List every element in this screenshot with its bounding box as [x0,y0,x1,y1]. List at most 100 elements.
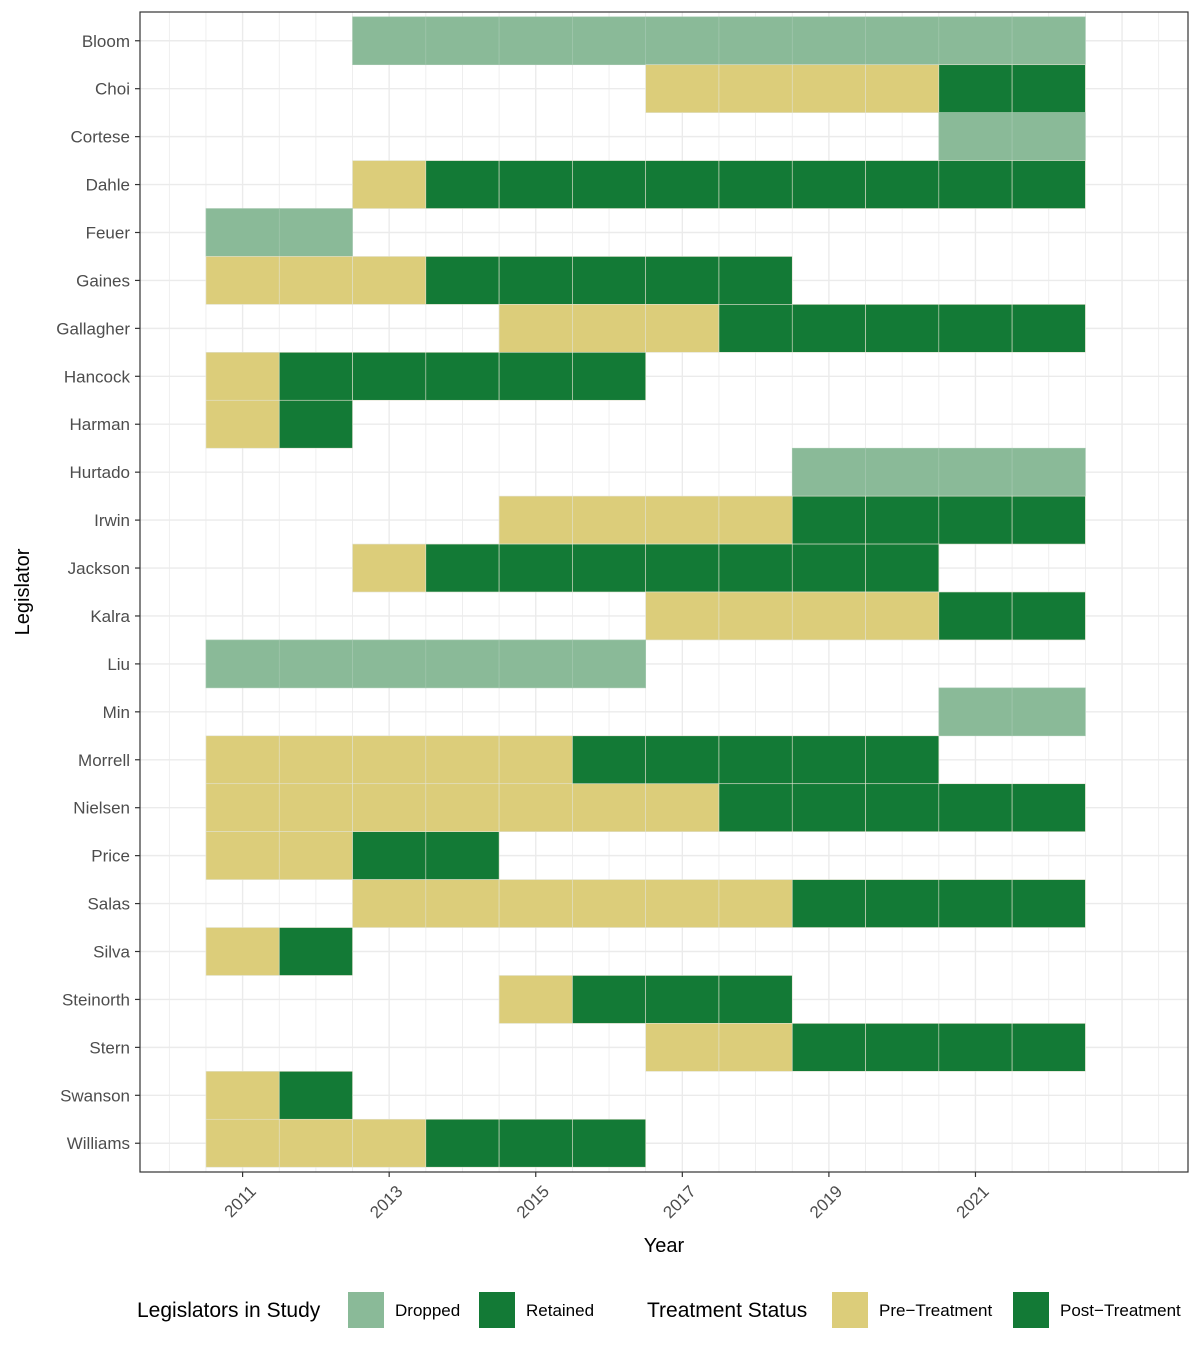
tile-gallagher-2021 [938,304,1013,353]
y-tick-label: Choi [95,80,130,99]
tile-gallagher-2015 [498,304,573,353]
tile-steinorth-2015 [498,975,573,1024]
y-tick-label: Stern [89,1038,130,1057]
tile-hurtado-2021 [938,447,1013,497]
y-tick-label: Nielsen [73,799,130,818]
tile-salas-2019 [791,879,866,928]
legend-label-dropped: Dropped [395,1301,460,1320]
tile-morrell-2020 [865,735,940,785]
tile-kalra-2017 [645,591,720,641]
y-tick-label: Hancock [64,367,131,386]
tile-morrell-2019 [791,735,866,785]
legend: Legislators in Study Dropped Retained Tr… [137,1292,1181,1328]
tile-hancock-2016 [572,352,646,401]
tile-choi-2017 [645,64,720,113]
tile-choi-2018 [718,64,793,113]
y-tick-label: Jackson [68,559,130,578]
tile-gaines-2018 [718,256,793,305]
tile-harman-2012 [278,399,353,449]
tile-gaines-2013 [352,256,427,305]
tile-stern-2022 [1011,1023,1086,1072]
tile-jackson-2019 [791,543,866,593]
tile-jackson-2014 [425,543,500,593]
tile-williams-2012 [278,1118,353,1168]
tile-dahle-2014 [425,160,500,209]
tile-morrell-2017 [645,735,720,785]
tile-irwin-2017 [645,495,720,545]
tile-dahle-2019 [791,160,866,209]
tile-gaines-2012 [278,256,353,305]
tile-steinorth-2017 [645,975,720,1024]
tile-choi-2019 [791,64,866,113]
tile-dahle-2016 [572,160,646,209]
tile-bloom-2022 [1011,16,1086,66]
tile-gallagher-2020 [865,304,940,353]
tile-irwin-2021 [938,495,1013,545]
tile-gallagher-2016 [572,304,646,353]
tile-hancock-2012 [278,352,353,401]
tile-gaines-2014 [425,256,500,305]
tile-liu-2015 [498,639,573,689]
tile-irwin-2018 [718,495,793,545]
tile-salas-2016 [572,879,646,928]
legend-title-study: Legislators in Study [137,1299,321,1322]
tile-irwin-2019 [791,495,866,545]
tile-bloom-2017 [645,16,720,66]
tile-bloom-2016 [572,16,646,66]
y-tick-label: Williams [67,1134,130,1153]
tile-kalra-2019 [791,591,866,641]
tile-choi-2021 [938,64,1013,113]
tile-morrell-2012 [278,735,353,785]
tile-kalra-2018 [718,591,793,641]
tile-cortese-2021 [938,112,1013,161]
tile-jackson-2018 [718,543,793,593]
y-tick-label: Harman [70,415,130,434]
tile-salas-2020 [865,879,940,928]
tile-stern-2017 [645,1023,720,1072]
legend-key-post-treatment [1013,1292,1049,1328]
y-tick-label: Irwin [94,511,130,530]
tile-morrell-2015 [498,735,573,785]
tile-bloom-2015 [498,16,573,66]
tile-jackson-2015 [498,543,573,593]
tile-kalra-2021 [938,591,1013,641]
tile-liu-2013 [352,639,427,689]
tile-salas-2014 [425,879,500,928]
y-tick-label: Price [91,847,130,866]
tile-bloom-2014 [425,16,500,66]
y-tick-label: Silva [93,943,130,962]
tile-liu-2014 [425,639,500,689]
tile-min-2022 [1011,687,1086,737]
tile-jackson-2016 [572,543,646,593]
tile-liu-2011 [205,639,280,689]
tile-irwin-2015 [498,495,573,545]
tile-irwin-2016 [572,495,646,545]
tile-williams-2014 [425,1118,500,1168]
tile-dahle-2013 [352,160,427,209]
tile-choi-2020 [865,64,940,113]
tile-hancock-2015 [498,352,573,401]
y-tick-label: Bloom [82,32,130,51]
y-tick-label: Gaines [76,271,130,290]
tile-price-2013 [352,831,427,880]
x-axis-title: Year [644,1235,685,1257]
tile-nielsen-2011 [205,783,280,832]
tile-liu-2016 [572,639,646,689]
tile-salas-2018 [718,879,793,928]
tile-williams-2016 [572,1118,646,1168]
tile-gaines-2017 [645,256,720,305]
tile-hancock-2011 [205,352,280,401]
tile-nielsen-2020 [865,783,940,832]
tile-williams-2013 [352,1118,427,1168]
tile-nielsen-2016 [572,783,646,832]
tile-nielsen-2017 [645,783,720,832]
legend-label-pre-treatment: Pre−Treatment [879,1301,992,1320]
tile-price-2012 [278,831,353,880]
tile-nielsen-2021 [938,783,1013,832]
tile-dahle-2015 [498,160,573,209]
tile-hancock-2013 [352,352,427,401]
tile-salas-2015 [498,879,573,928]
tile-bloom-2020 [865,16,940,66]
tile-swanson-2012 [278,1071,353,1120]
tile-irwin-2022 [1011,495,1086,545]
